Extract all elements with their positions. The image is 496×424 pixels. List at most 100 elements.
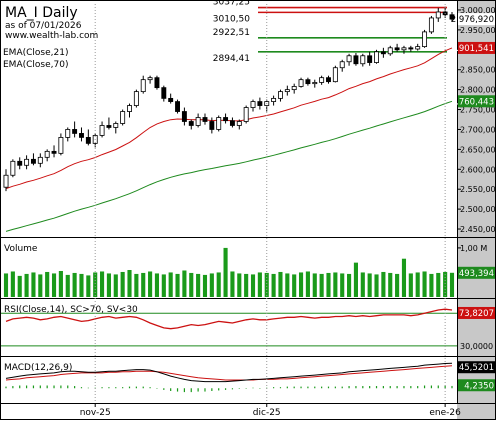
macd-title: MACD(12,26,9) <box>4 363 72 373</box>
volume-bar <box>353 262 358 297</box>
level-label: 2922,51 <box>213 28 250 38</box>
candle <box>305 79 311 85</box>
candle <box>236 121 242 126</box>
macd-histogram-label-box <box>458 379 495 392</box>
macd-histogram-bar <box>218 388 220 391</box>
macd-histogram-bar <box>231 388 234 390</box>
candle <box>216 117 222 130</box>
volume-bar <box>271 273 276 297</box>
volume-bar <box>65 274 70 297</box>
candle <box>401 47 407 51</box>
macd-histogram-bar <box>245 388 247 389</box>
macd-histogram-bar <box>300 386 302 389</box>
volume-bar <box>223 247 228 297</box>
candle <box>120 111 126 124</box>
volume-bar <box>141 272 146 297</box>
volume-bar <box>278 271 283 297</box>
volume-bar <box>367 273 372 297</box>
volume-bar <box>106 273 111 297</box>
macd-histogram-bar <box>410 386 412 389</box>
macd-value-label-box <box>458 361 495 374</box>
macd-histogram-bar <box>108 387 110 389</box>
macd-histogram-bar <box>12 386 14 389</box>
macd-histogram-bar <box>183 388 185 393</box>
volume-title: Volume <box>4 244 38 254</box>
candle <box>394 47 400 51</box>
price-tick-label: 2.650,000 <box>460 145 496 154</box>
volume-bar <box>244 273 249 297</box>
rsi-line <box>5 308 453 330</box>
volume-bar <box>264 272 269 297</box>
candle <box>147 77 153 81</box>
macd-histogram-bar <box>355 386 357 389</box>
macd-histogram-bar <box>259 388 261 389</box>
macd-histogram-bar <box>430 385 433 389</box>
volume-bar <box>257 272 262 297</box>
candle <box>298 79 304 87</box>
rsi-tick-30: 30,0000 <box>460 342 493 351</box>
price-tick-label: 2.700,000 <box>460 125 496 134</box>
volume-bar <box>250 274 256 297</box>
volume-bar <box>415 272 420 297</box>
volume-bar <box>374 274 379 297</box>
volume-bar <box>148 271 153 297</box>
volume-bar <box>38 274 43 297</box>
volume-bar <box>51 273 57 297</box>
macd-histogram-bar <box>142 386 144 389</box>
volume-bar <box>17 275 22 297</box>
macd-histogram-bar <box>252 387 254 389</box>
ema70-legend: EMA(Close,70) <box>3 60 68 70</box>
macd-histogram-bar <box>307 386 309 389</box>
volume-bar <box>237 273 242 297</box>
volume-bar <box>182 270 187 297</box>
candle <box>58 137 64 154</box>
candle <box>223 117 229 122</box>
price-tick-label: 2.850,000 <box>460 66 496 75</box>
candle <box>312 82 318 85</box>
ema21-value-label: 2.901,541 <box>451 44 494 54</box>
macd-histogram-bar <box>19 385 21 389</box>
level-label: 3010,50 <box>213 14 250 24</box>
candle <box>24 158 30 166</box>
candle <box>422 31 428 48</box>
candle <box>85 137 91 144</box>
candle <box>51 150 57 154</box>
candle <box>346 55 352 63</box>
candle <box>30 158 36 164</box>
candle <box>415 46 421 50</box>
macd-histogram-label: 4,2350 <box>464 381 494 391</box>
volume-bar <box>230 271 235 297</box>
candle <box>113 123 119 128</box>
volume-bar <box>154 273 160 297</box>
macd-histogram-bar <box>163 388 165 390</box>
candle <box>435 11 441 19</box>
volume-bar <box>127 270 132 297</box>
volume-bar <box>360 272 365 297</box>
last-price-label-box <box>458 13 495 26</box>
candle <box>65 129 71 138</box>
macd-histogram-bar <box>423 385 426 389</box>
volume-bar <box>333 272 338 297</box>
macd-histogram-bar <box>279 387 282 389</box>
candle <box>188 121 194 126</box>
volume-bar <box>175 273 180 297</box>
candle <box>408 47 414 50</box>
x-tick-label: ene-26 <box>429 408 461 418</box>
macd-histogram-bar <box>437 385 439 389</box>
macd-histogram-bar <box>204 388 206 392</box>
macd-histogram-bar <box>80 387 83 389</box>
price-tick-label: 2.750,000 <box>460 106 496 115</box>
macd-histogram-bar <box>156 388 158 389</box>
volume-bar <box>305 271 310 297</box>
volume-bar <box>189 272 194 297</box>
level-label: 2894,41 <box>213 54 250 64</box>
volume-bar <box>120 271 125 297</box>
price-tick-label: 2.500,000 <box>460 205 496 214</box>
volume-bar <box>285 273 290 297</box>
candle <box>161 87 167 99</box>
volume-tick-label: 1,00 M <box>460 244 487 253</box>
macd-histogram-bar <box>369 386 371 389</box>
ema21-legend: EMA(Close,21) <box>3 48 68 58</box>
rsi-value-label: 73,8207 <box>459 309 494 319</box>
volume-value-label: 493,394 <box>459 269 494 279</box>
